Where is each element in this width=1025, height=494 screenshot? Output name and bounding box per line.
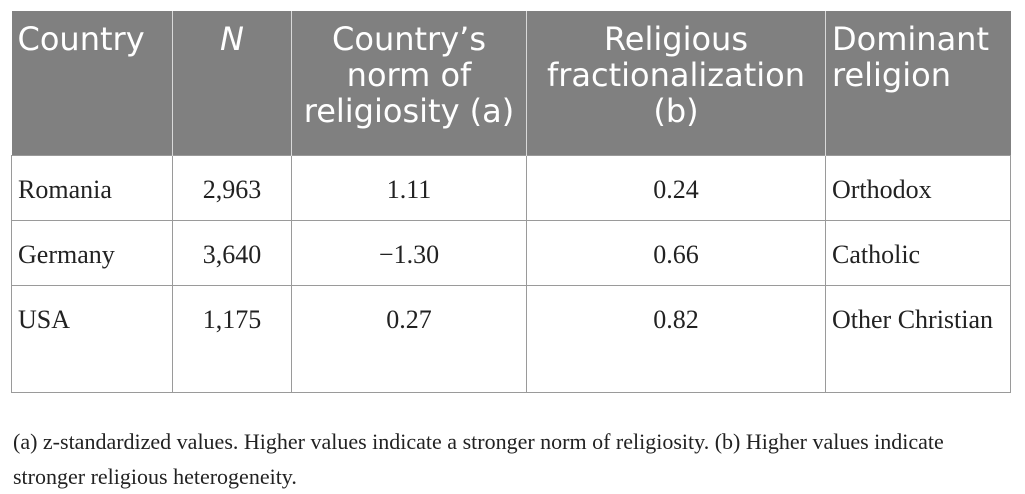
header-dominant-religion: Dominant religion [825, 11, 1011, 155]
cell-religious-fractionalization: 0.66 [526, 219, 826, 286]
table-row: Germany 3,640 −1.30 0.66 Catholic [11, 219, 1011, 286]
data-table-container: Country N Country’s norm of religiosity … [11, 11, 1011, 393]
cell-norm-religiosity: −1.30 [291, 219, 527, 286]
cell-dominant-religion: Catholic [825, 219, 1011, 286]
header-country: Country [11, 11, 173, 155]
cell-religious-fractionalization: 0.24 [526, 154, 826, 221]
cell-n: 3,640 [172, 219, 292, 286]
header-norm-religiosity: Country’s norm of religiosity (a) [291, 11, 527, 155]
table-body: Romania 2,963 1.11 0.24 Orthodox Germany… [11, 154, 1011, 393]
cell-n: 1,175 [172, 284, 292, 393]
table-row: USA 1,175 0.27 0.82 Other Christian [11, 284, 1011, 393]
cell-country: Romania [11, 154, 173, 221]
table-row: Romania 2,963 1.11 0.24 Orthodox [11, 154, 1011, 221]
cell-dominant-religion: Other Christian [825, 284, 1011, 393]
header-religious-fractionalization: Religious fractionalization (b) [526, 11, 826, 155]
cell-dominant-religion: Orthodox [825, 154, 1011, 221]
table-footnote: (a) z-standardized values. Higher values… [13, 429, 944, 489]
cell-country: Germany [11, 219, 173, 286]
cell-religious-fractionalization: 0.82 [526, 284, 826, 393]
table-header: Country N Country’s norm of religiosity … [11, 11, 1011, 155]
header-n: N [172, 11, 292, 155]
religiosity-table: Country N Country’s norm of religiosity … [11, 11, 1011, 393]
cell-norm-religiosity: 1.11 [291, 154, 527, 221]
cell-n: 2,963 [172, 154, 292, 221]
cell-norm-religiosity: 0.27 [291, 284, 527, 393]
header-row: Country N Country’s norm of religiosity … [11, 11, 1011, 155]
cell-country: USA [11, 284, 173, 393]
